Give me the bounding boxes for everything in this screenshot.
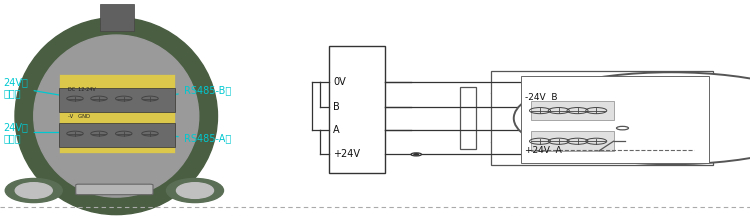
- Ellipse shape: [34, 35, 199, 197]
- Ellipse shape: [15, 18, 217, 215]
- Text: 0V: 0V: [333, 77, 346, 87]
- Text: 24V电
源负极: 24V电 源负极: [4, 77, 70, 98]
- Bar: [521, 76, 709, 163]
- Text: -24V  B: -24V B: [525, 93, 557, 102]
- Text: -V   GND: -V GND: [68, 114, 89, 119]
- Ellipse shape: [15, 183, 52, 198]
- Text: +24V  A: +24V A: [525, 145, 562, 155]
- Text: +24V: +24V: [333, 149, 360, 159]
- Text: A: A: [333, 125, 340, 135]
- Bar: [491, 71, 712, 165]
- Bar: [58, 123, 175, 147]
- Bar: [531, 131, 614, 151]
- Bar: [460, 87, 476, 149]
- Text: RS485-A极: RS485-A极: [143, 133, 231, 143]
- Ellipse shape: [5, 178, 62, 203]
- Ellipse shape: [166, 178, 224, 203]
- Ellipse shape: [176, 183, 214, 198]
- Bar: [712, 87, 729, 149]
- Text: B: B: [333, 102, 340, 112]
- FancyBboxPatch shape: [76, 184, 153, 195]
- Bar: [100, 4, 134, 31]
- Bar: [531, 101, 614, 120]
- Bar: [58, 74, 175, 153]
- Bar: [58, 88, 175, 112]
- Text: RS485-B极: RS485-B极: [143, 85, 231, 101]
- Text: 24V电
源正极: 24V电 源正极: [4, 122, 69, 143]
- Text: DC  12-24V: DC 12-24V: [68, 87, 95, 92]
- Bar: [328, 46, 385, 173]
- Circle shape: [514, 72, 750, 164]
- Circle shape: [414, 154, 419, 155]
